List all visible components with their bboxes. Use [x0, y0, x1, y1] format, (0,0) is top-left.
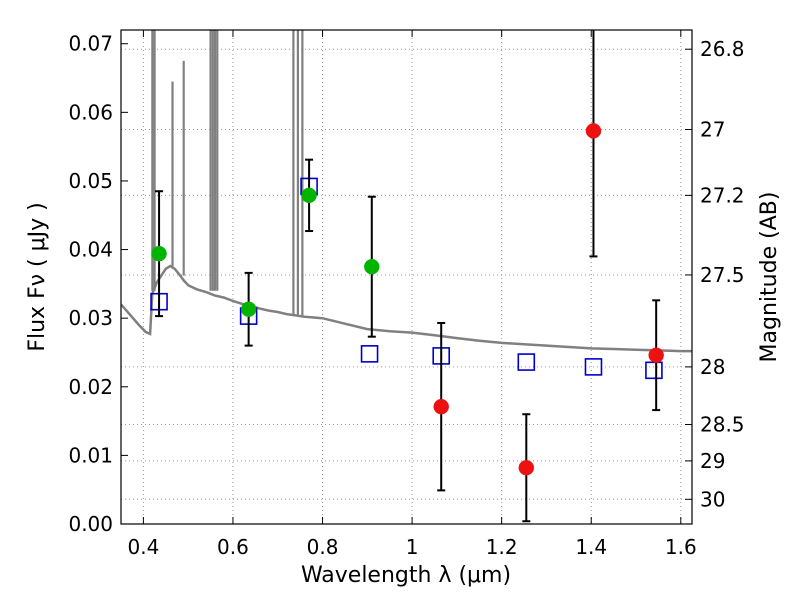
y2-tick-label: 27: [700, 117, 725, 141]
axes: 0.4 0.6 0.8 1 1.2 1.4 1.6 0.00 0.01 0.02 0.03 0.04 0…: [68, 29, 745, 559]
y-tick-label: 0.03: [68, 306, 113, 330]
x-tick-label: 0.8: [307, 535, 339, 559]
y-tick-label: 0.02: [68, 375, 113, 399]
model-photometry-square: [645, 361, 663, 380]
photometry-point: [240, 301, 257, 317]
y2-tick-label: 27.2: [700, 183, 745, 207]
y-axis-label: Flux Fν ( μJy ): [25, 202, 50, 351]
y-tick-label: 0.06: [68, 100, 113, 124]
plot-frame: [120, 29, 693, 525]
y2-tick-label: 27.5: [700, 263, 745, 287]
model-photometry-square: [517, 353, 536, 371]
x-tick-label: 1.6: [665, 535, 697, 559]
y2-tick-label: 28: [700, 355, 725, 379]
x-axis-label: Wavelength λ (μm): [301, 563, 511, 588]
photometry-point: [648, 347, 664, 363]
y2-tick-label: 26.8: [700, 37, 745, 61]
model-spectrum-line: [121, 264, 692, 353]
x-tick-label: 1.2: [486, 535, 518, 559]
y-tick-label: 0.00: [68, 512, 113, 536]
y-tick-label: 0.07: [68, 32, 113, 56]
photometry-point: [585, 123, 602, 139]
y2-tick-label: 30: [700, 487, 725, 511]
y-tick-label: 0.04: [68, 238, 113, 262]
photometry-point: [518, 459, 535, 476]
photometry-point: [433, 398, 449, 415]
plot-area: [121, 30, 692, 523]
x-tick-label: 0.4: [127, 535, 159, 559]
photometry-point: [301, 187, 317, 204]
model-photometry-square: [360, 345, 379, 363]
y-tick-label: 0.05: [68, 169, 113, 193]
photometry-point: [364, 258, 380, 275]
right-axis-label: Magnitude (AB): [757, 192, 782, 363]
x-tick-label: 1: [406, 535, 419, 559]
y2-tick-label: 29: [700, 449, 725, 473]
model-photometry-square: [584, 358, 603, 376]
y2-tick-label: 28.5: [700, 413, 745, 437]
y-tick-label: 0.01: [68, 443, 113, 467]
x-tick-label: 1.4: [575, 535, 607, 559]
photometry-point: [151, 245, 167, 262]
gridlines: [121, 30, 692, 524]
x-tick-label: 0.6: [217, 535, 249, 559]
